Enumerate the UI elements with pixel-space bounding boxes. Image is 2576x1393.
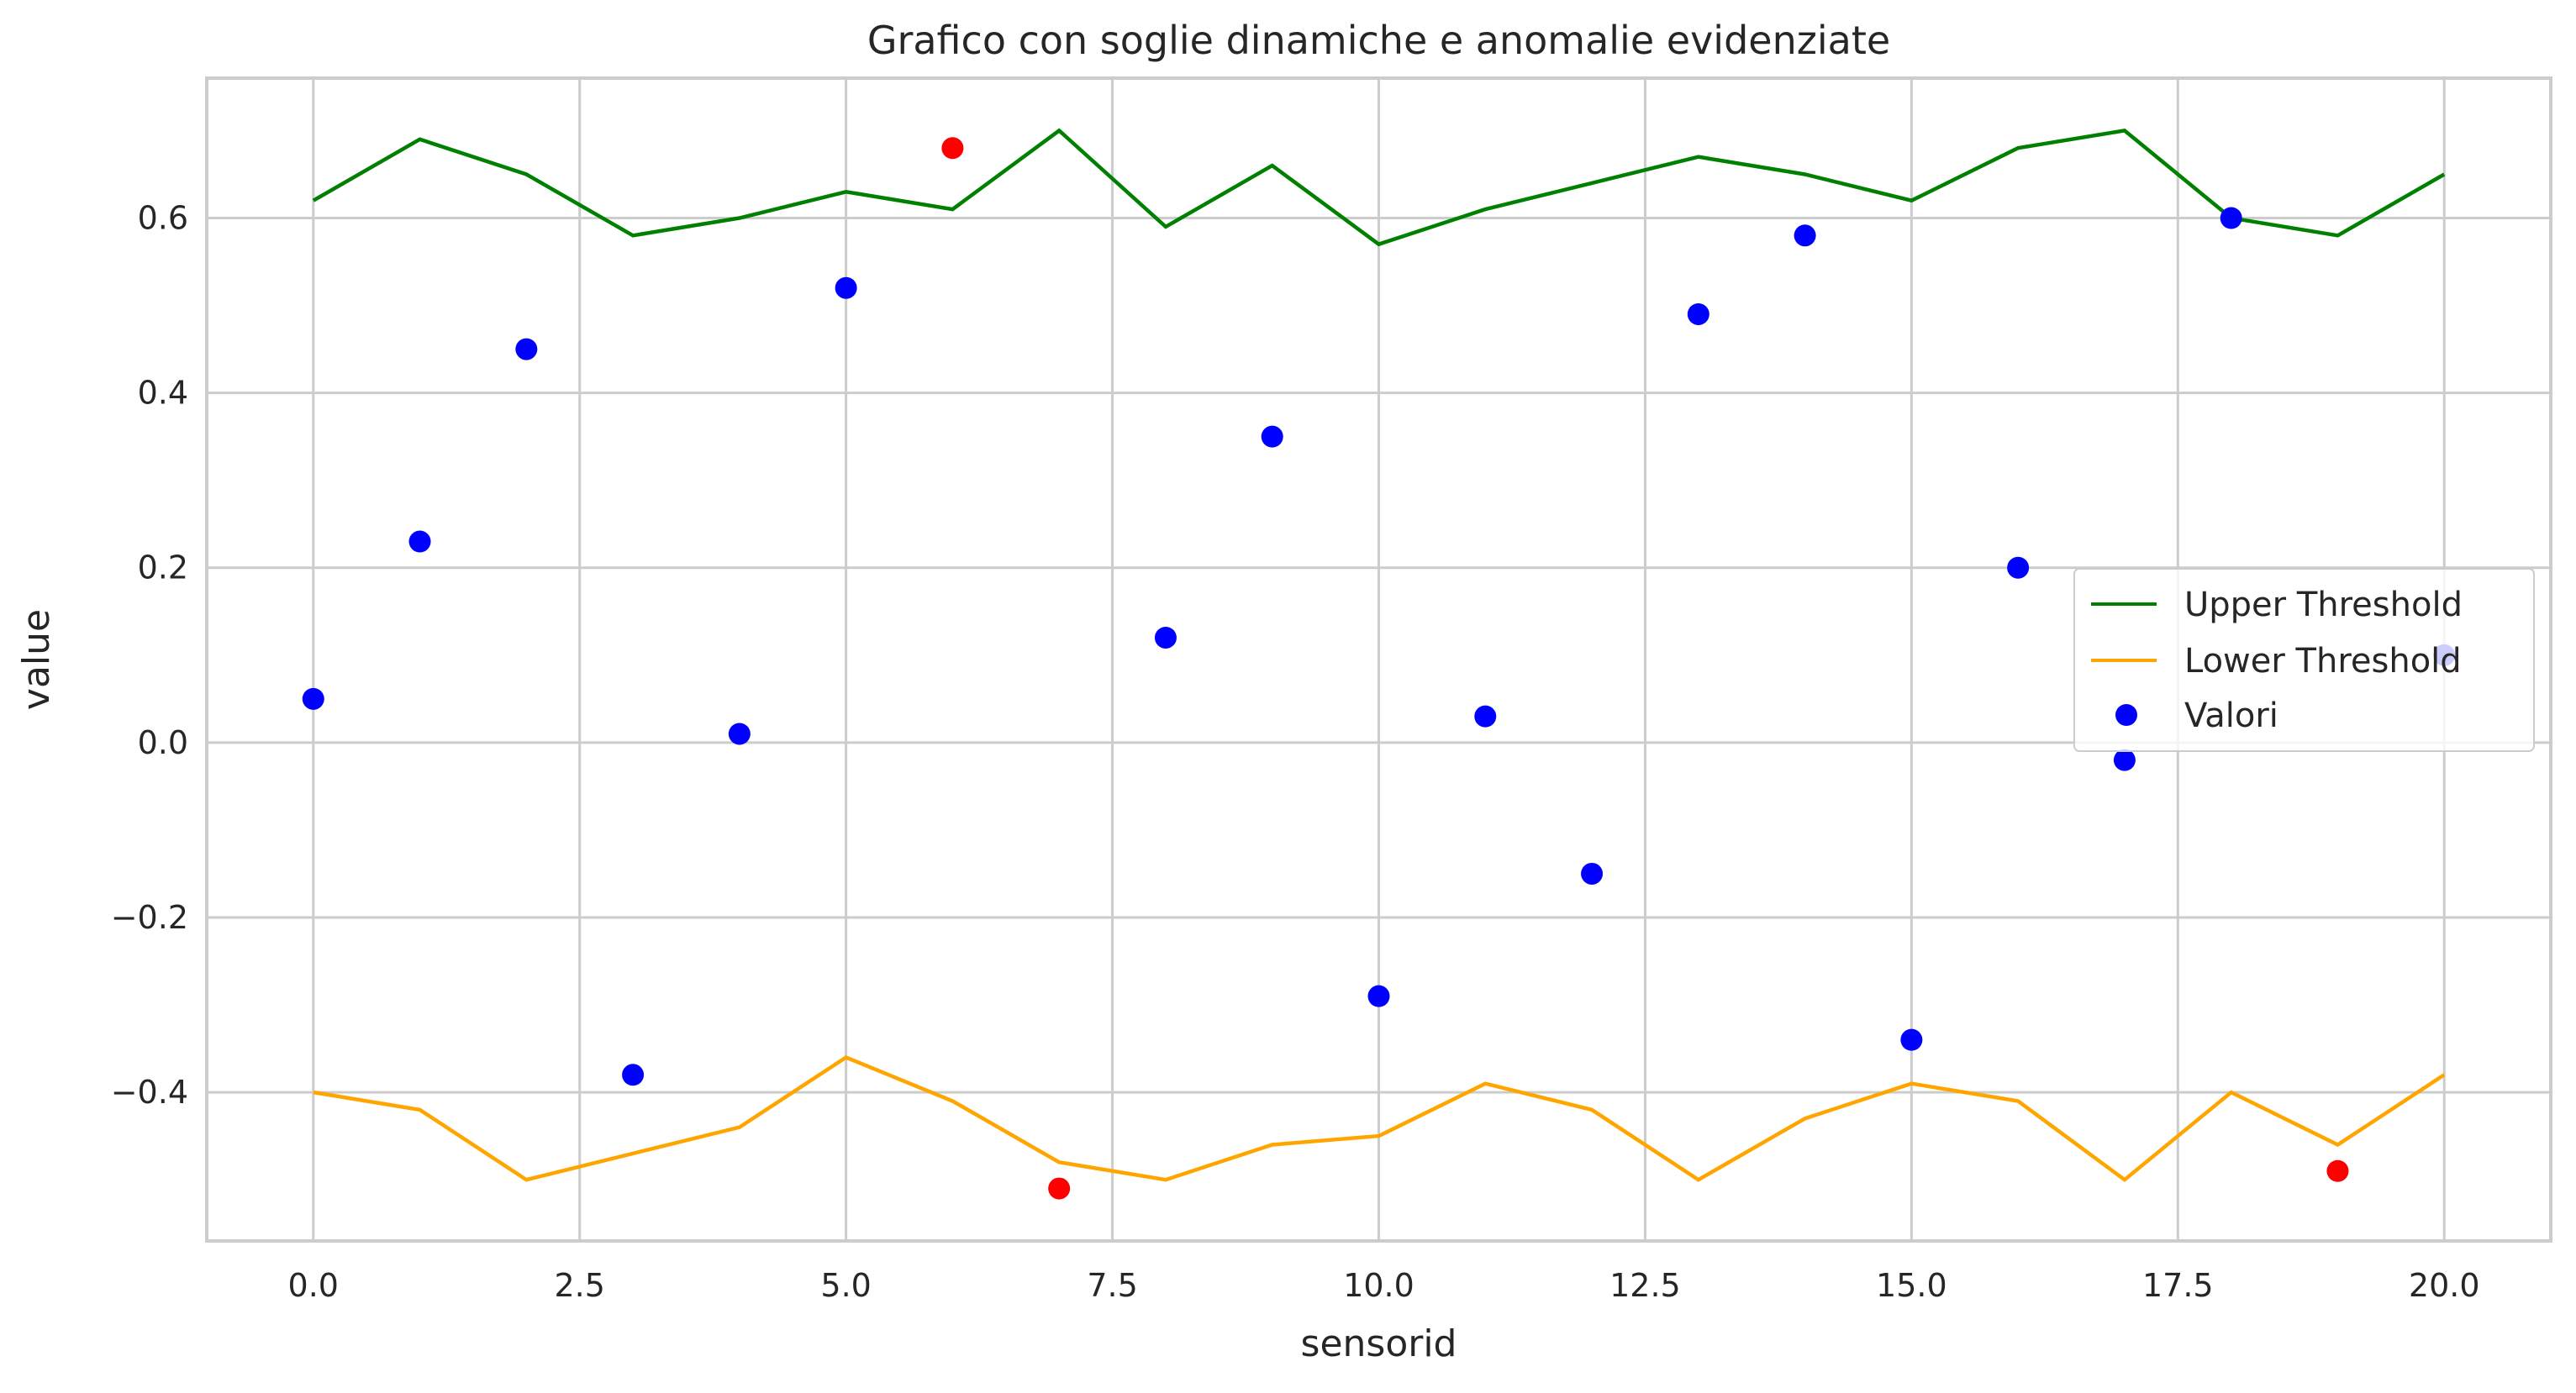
x-tick-label: 0.0 [288, 1267, 339, 1304]
y-tick-label: −0.2 [111, 899, 188, 936]
x-tick-label: 12.5 [1609, 1267, 1681, 1304]
y-axis-label: value [15, 609, 58, 710]
grid [207, 78, 2551, 1241]
legend-lower-threshold-label: Lower Threshold [2184, 642, 2462, 681]
legend-valori-label: Valori [2184, 696, 2278, 735]
series-layer [302, 128, 2456, 1200]
legend: Upper Threshold Lower Threshold Valori [2073, 568, 2535, 752]
data-point [515, 338, 538, 360]
tick-labels: 0.0 2.5 5.0 7.5 10.0 12.5 15.0 17.5 20.0 −0.4 −0.2… [111, 199, 2480, 1304]
data-point [2220, 207, 2242, 229]
x-tick-label: 10.0 [1343, 1267, 1414, 1304]
anomaly-point [2326, 1159, 2349, 1182]
x-axis-label: sensorid [1301, 1322, 1457, 1365]
legend-valori-swatch [2115, 704, 2137, 726]
data-point [1154, 626, 1177, 649]
data-point [302, 687, 324, 710]
data-point [2113, 749, 2136, 771]
data-point [835, 276, 857, 299]
anomaly-point [1048, 1177, 1071, 1200]
y-tick-label: 0.2 [138, 549, 188, 586]
series-line-lower-threshold [313, 1054, 2446, 1183]
anomaly-point [941, 137, 964, 160]
series-line-upper-threshold [312, 128, 2446, 247]
y-tick-label: 0.0 [138, 724, 188, 761]
x-tick-label: 17.5 [2142, 1267, 2214, 1304]
legend-upper-threshold-label: Upper Threshold [2184, 586, 2463, 624]
legend-box [2073, 568, 2535, 752]
x-tick-label: 5.0 [820, 1267, 871, 1304]
x-tick-label: 15.0 [1876, 1267, 1947, 1304]
data-point [1687, 302, 1709, 325]
data-point [1474, 705, 1497, 728]
x-tick-label: 7.5 [1087, 1267, 1137, 1304]
data-point [728, 723, 751, 745]
y-tick-label: −0.4 [111, 1074, 188, 1111]
data-point [1261, 425, 1283, 448]
x-tick-label: 2.5 [554, 1267, 604, 1304]
data-point [408, 530, 431, 553]
data-point [1900, 1028, 1923, 1051]
data-point [2007, 556, 2030, 579]
data-point [1794, 224, 1816, 247]
x-tick-label: 20.0 [2409, 1267, 2480, 1304]
data-point [1367, 985, 1390, 1007]
y-tick-label: 0.6 [138, 199, 188, 236]
y-tick-label: 0.4 [138, 375, 188, 412]
plot-frame [205, 76, 2552, 1243]
data-point [1581, 862, 1604, 885]
data-point [622, 1064, 645, 1086]
chart-title: Grafico con soglie dinamiche e anomalie … [867, 18, 1890, 63]
